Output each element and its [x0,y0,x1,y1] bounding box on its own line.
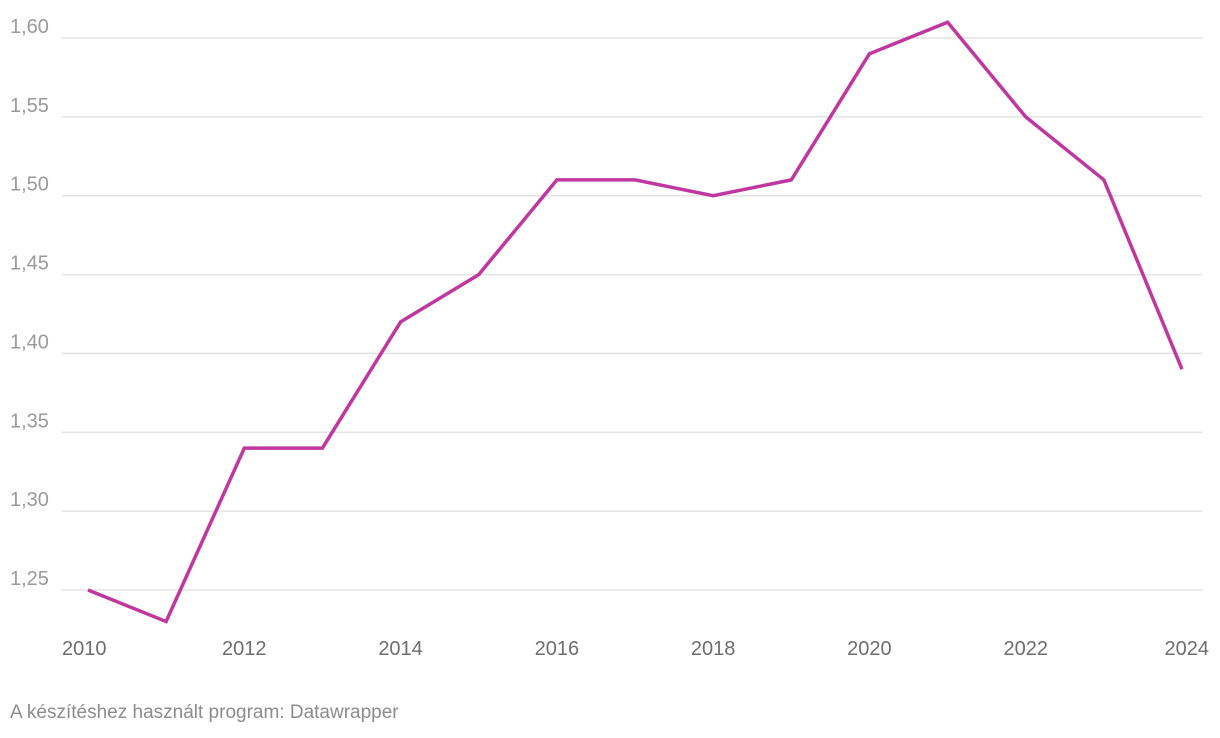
x-axis-ticks: 2010 2012 2014 2016 2018 2020 2022 2024 [62,638,1209,660]
credit-text: A készítéshez használt program: Datawrap… [10,702,399,723]
x-tick-label: 2016 [535,638,580,660]
y-tick-label: 1,25 [10,568,49,590]
x-tick-label: 2020 [847,638,892,660]
series-layer [87,20,1184,624]
x-tick-label: 2024 [1165,638,1210,660]
y-axis-ticks: 1,25 1,30 1,35 1,40 1,45 1,50 1,55 1,60 [10,16,49,590]
y-tick-label: 1,35 [10,410,49,432]
y-tick-label: 1,45 [10,253,49,275]
x-tick-label: 2010 [62,638,107,660]
series-line [87,20,1184,624]
grid-lines [62,37,1202,591]
y-tick-label: 1,30 [10,489,49,511]
x-tick-label: 2012 [222,638,267,660]
y-tick-label: 1,50 [10,174,49,196]
x-tick-label: 2014 [378,638,423,660]
x-tick-label: 2018 [691,638,736,660]
y-tick-label: 1,55 [10,95,49,117]
x-tick-label: 2022 [1003,638,1048,660]
y-tick-label: 1,40 [10,331,49,353]
y-tick-label: 1,60 [10,16,49,38]
